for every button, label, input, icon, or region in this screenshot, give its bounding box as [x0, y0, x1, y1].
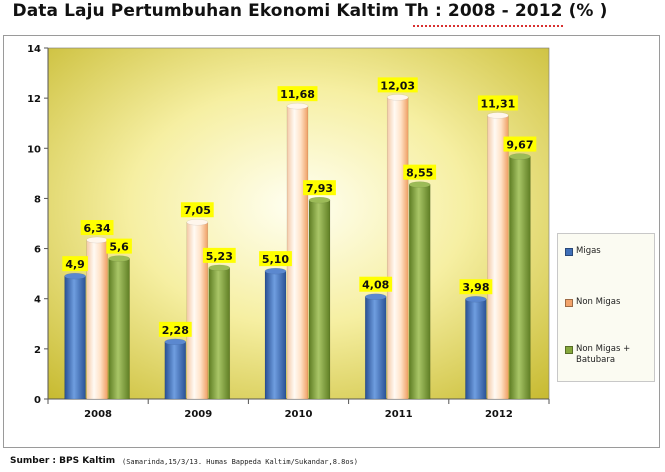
spellcheck-underline: [413, 23, 563, 27]
x-tick-label: 2010: [285, 409, 313, 420]
bar-cap: [264, 267, 287, 275]
data-label: 7,93: [306, 182, 333, 195]
migas-bar: [364, 296, 387, 400]
data-label: 4,9: [65, 258, 85, 271]
y-tick-label: 2: [34, 345, 41, 356]
data-label-box: [403, 164, 437, 180]
data-label-box: [158, 321, 192, 337]
bar-cap: [465, 296, 487, 303]
bar-cap: [308, 196, 331, 204]
data-label: 11,31: [481, 97, 516, 110]
bar-cap: [164, 338, 187, 346]
x-tick-label: 2012: [485, 409, 513, 420]
bar-cap: [286, 102, 309, 110]
y-tick-label: 8: [34, 194, 41, 205]
y-tick-label: 10: [27, 144, 41, 155]
data-label-box: [303, 180, 336, 196]
y-tick-label: 14: [27, 44, 41, 55]
migas-bar: [164, 341, 187, 400]
bar-cap: [487, 112, 509, 119]
x-tick-label: 2009: [184, 409, 212, 420]
data-label-box: [259, 251, 292, 267]
legend-label: Migas: [576, 246, 601, 256]
data-label: 7,05: [184, 204, 211, 217]
data-label: 4,08: [362, 279, 389, 292]
source-note: Sumber : BPS Kaltim: [10, 456, 116, 466]
bar-cap: [186, 219, 209, 226]
bar-cap: [64, 272, 86, 280]
data-label-box: [106, 238, 132, 254]
data-label: 5,6: [109, 241, 129, 254]
bar-cap: [409, 181, 431, 188]
footnote: (Samarinda,15/3/13. Humas Bappeda Kaltim…: [122, 458, 359, 466]
data-label: 5,23: [206, 250, 233, 263]
migas-bar: [264, 270, 287, 400]
legend-swatch: [565, 248, 573, 256]
data-label-box: [377, 77, 418, 93]
data-label: 9,67: [506, 139, 533, 152]
data-label: 2,28: [162, 324, 189, 337]
legend-item: Migas: [565, 246, 601, 257]
x-tick-label: 2008: [84, 409, 112, 420]
legend-item: Non Migas: [565, 297, 620, 308]
data-label-box: [180, 202, 214, 218]
chart-plot: 0 2 4 6 8 10 12 14 2008 2009 2010 2011 2012 4,9 6,34 5…: [27, 44, 550, 420]
migas-bar: [64, 275, 86, 400]
bar-cap: [387, 94, 409, 101]
data-label-box: [202, 247, 236, 263]
non-migas-batubara-bar: [408, 184, 431, 400]
data-label-box: [80, 220, 114, 236]
non-migas-batubara-bar: [509, 156, 531, 400]
chart-title: Data Laju Pertumbuhan Ekonomi Kaltim Th …: [12, 1, 608, 21]
data-label-box: [477, 95, 518, 111]
bar-cap: [365, 293, 387, 300]
data-label-box: [359, 276, 393, 292]
legend-label: Non Migas: [576, 297, 621, 307]
bar-cap: [208, 264, 231, 272]
legend-swatch: [565, 299, 573, 307]
non-migas-bar: [86, 239, 108, 400]
bar-cap: [509, 153, 531, 160]
x-tick-label: 2011: [385, 409, 413, 420]
y-tick-label: 0: [34, 395, 41, 406]
data-label: 11,68: [280, 88, 315, 101]
data-label-box: [459, 279, 493, 295]
data-label-box: [503, 136, 537, 152]
legend-swatch: [565, 346, 573, 354]
data-label: 8,55: [406, 167, 433, 180]
data-label-box: [62, 256, 88, 272]
data-label: 3,98: [462, 281, 489, 294]
y-tick-label: 12: [27, 94, 41, 105]
data-label: 6,34: [84, 222, 111, 235]
non-migas-batubara-bar: [308, 199, 331, 400]
legend-label: Non Migas + Batubara: [576, 344, 631, 365]
chart-frame: 0 2 4 6 8 10 12 14 2008 2009 2010 2011 2012 4,9 6,34 5…: [3, 35, 660, 448]
non-migas-bar: [386, 97, 409, 400]
bar-cap: [86, 236, 108, 244]
non-migas-batubara-bar: [208, 267, 231, 400]
y-tick-label: 6: [34, 245, 41, 256]
non-migas-batubara-bar: [108, 258, 130, 400]
chart-legend: Migas Non Migas Non Migas + Batubara: [557, 233, 655, 382]
legend-item: Non Migas + Batubara: [565, 344, 646, 366]
migas-bar: [465, 298, 487, 400]
data-label-box: [277, 86, 318, 102]
bar-cap: [108, 255, 130, 262]
data-label: 5,10: [262, 253, 289, 266]
y-tick-label: 4: [34, 295, 41, 306]
data-label: 12,03: [380, 79, 415, 92]
non-migas-bar: [487, 115, 509, 400]
